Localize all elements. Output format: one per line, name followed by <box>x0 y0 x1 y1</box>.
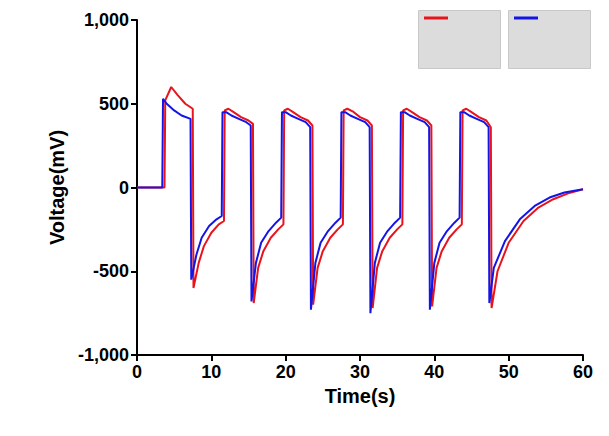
svg-text:Time(s): Time(s) <box>325 385 396 407</box>
svg-text:60: 60 <box>573 362 593 382</box>
svg-text:10: 10 <box>201 362 221 382</box>
svg-text:40: 40 <box>424 362 444 382</box>
svg-text:30: 30 <box>350 362 370 382</box>
svg-text:-1,000: -1,000 <box>78 345 129 365</box>
svg-text:500: 500 <box>99 94 129 114</box>
svg-text:Voltage(mV): Voltage(mV) <box>46 130 68 245</box>
svg-text:-500: -500 <box>93 261 129 281</box>
svg-text:1,000: 1,000 <box>84 10 129 30</box>
svg-text:0: 0 <box>132 362 142 382</box>
svg-text:0: 0 <box>119 178 129 198</box>
svg-text:50: 50 <box>499 362 519 382</box>
svg-text:20: 20 <box>276 362 296 382</box>
